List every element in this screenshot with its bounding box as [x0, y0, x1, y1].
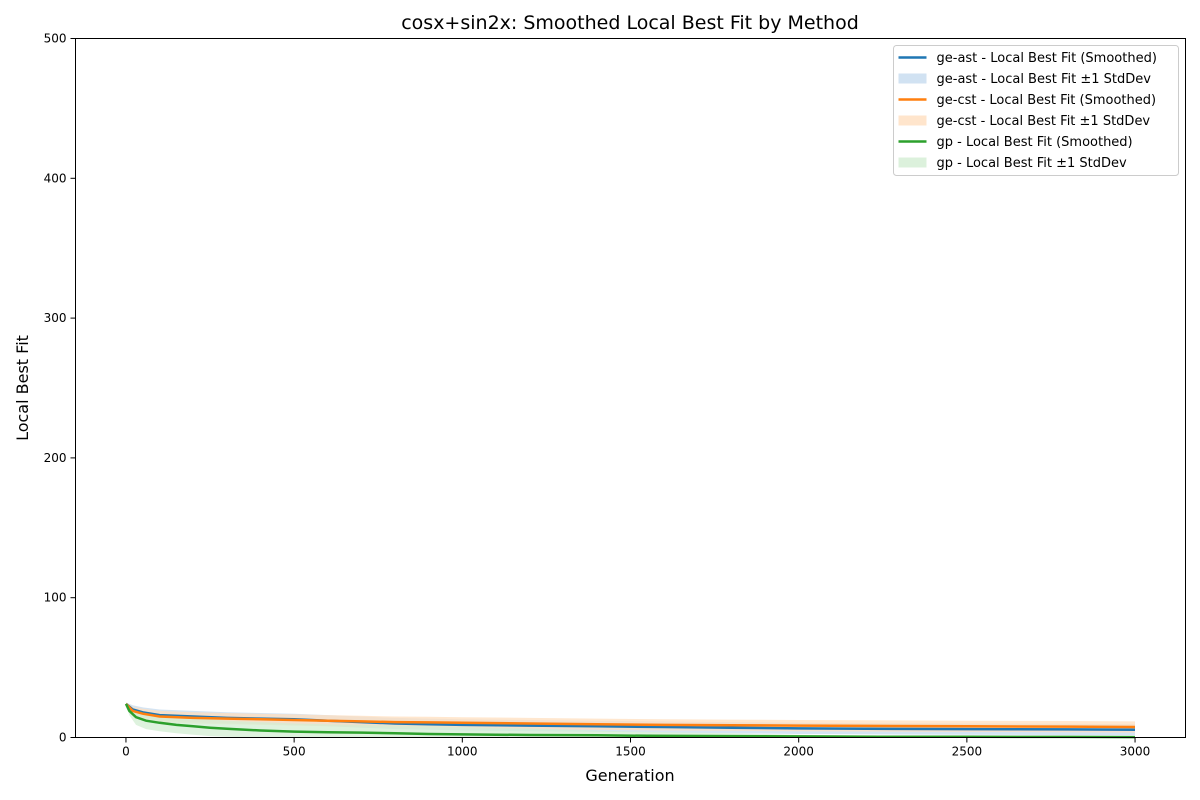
x-axis: 0 500 1000 1500 2000 2500 3000: [122, 737, 1151, 759]
y-tick-label: 300: [44, 311, 67, 325]
y-axis: 0 100 200 300 400 500: [44, 32, 76, 745]
y-tick-label: 200: [44, 451, 67, 465]
x-tick-label: 2000: [783, 745, 814, 759]
x-tick-label: 500: [283, 745, 306, 759]
legend-band-swatch: [898, 115, 927, 126]
std-band-2: [126, 702, 1135, 738]
legend: ge-ast - Local Best Fit (Smoothed) ge-ast…: [893, 45, 1179, 176]
legend-entry-line: ge-ast - Local Best Fit (Smoothed): [937, 51, 1157, 66]
legend-entry-line: gp - Local Best Fit (Smoothed): [937, 135, 1133, 150]
y-axis-label: Local Best Fit: [13, 335, 32, 441]
legend-entry-line: ge-cst - Local Best Fit (Smoothed): [937, 93, 1157, 108]
legend-entry-band: gp - Local Best Fit ±1 StdDev: [937, 156, 1127, 171]
legend-entry-band: ge-cst - Local Best Fit ±1 StdDev: [937, 114, 1151, 129]
y-tick-label: 500: [44, 32, 67, 46]
x-tick-label: 3000: [1120, 745, 1151, 759]
y-tick-label: 0: [59, 731, 67, 745]
legend-entry-band: ge-ast - Local Best Fit ±1 StdDev: [937, 72, 1152, 87]
x-axis-label: Generation: [585, 766, 674, 785]
x-tick-label: 1500: [615, 745, 646, 759]
x-tick-label: 0: [122, 745, 130, 759]
chart-title: cosx+sin2x: Smoothed Local Best Fit by M…: [401, 12, 859, 34]
x-tick-label: 1000: [447, 745, 478, 759]
lines-layer: [124, 702, 1136, 739]
x-tick-label: 2500: [952, 745, 983, 759]
y-tick-label: 100: [44, 591, 67, 605]
series-line-2: [124, 703, 1136, 739]
legend-box: [893, 45, 1179, 176]
series-line-0: [125, 702, 1136, 732]
legend-band-swatch: [898, 73, 927, 84]
legend-band-swatch: [898, 157, 927, 168]
series-line-1: [125, 703, 1136, 729]
y-tick-label: 400: [44, 171, 67, 185]
